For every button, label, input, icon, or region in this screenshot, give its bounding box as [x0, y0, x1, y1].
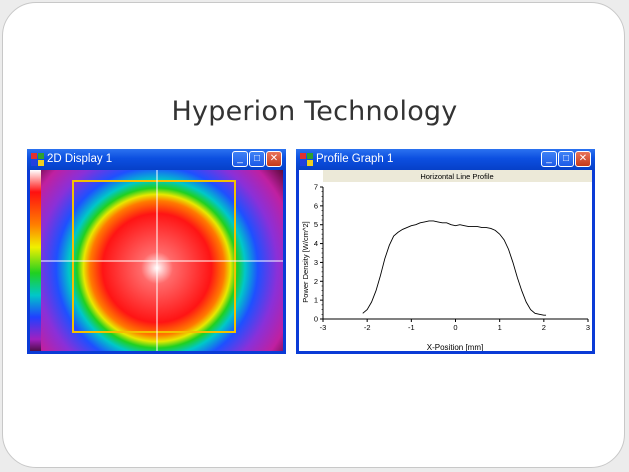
beam-image-area[interactable]	[30, 170, 283, 351]
beam-intensity-image	[30, 170, 283, 351]
maximize-button[interactable]: □	[558, 151, 574, 167]
profile-window-title: Profile Graph 1	[316, 153, 394, 165]
profile-series-line	[362, 220, 547, 316]
x-tick-label: 3	[586, 323, 590, 332]
y-tick-label: 7	[314, 183, 318, 192]
display-window-title: 2D Display 1	[47, 153, 113, 165]
minimize-button[interactable]: _	[232, 151, 248, 167]
profile-window-titlebar[interactable]: Profile Graph 1 _ □ ✕	[296, 149, 595, 170]
maximize-button[interactable]: □	[249, 151, 265, 167]
profile-window[interactable]: Profile Graph 1 _ □ ✕ Horizontal Line Pr…	[296, 149, 595, 354]
close-button[interactable]: ✕	[575, 151, 591, 167]
minimize-button[interactable]: _	[541, 151, 557, 167]
y-tick-label: 0	[314, 315, 318, 324]
x-tick-label: -1	[408, 323, 415, 332]
x-tick-label: 0	[453, 323, 457, 332]
x-tick-label: -2	[364, 323, 371, 332]
y-axis-label: Power Density [W/cm^2]	[301, 221, 310, 302]
x-tick-label: 2	[542, 323, 546, 332]
x-axis-label: X-Position [mm]	[427, 343, 483, 351]
y-tick-label: 6	[314, 201, 318, 210]
slide-title: Hyperion Technology	[171, 96, 458, 127]
y-tick-label: 5	[314, 220, 318, 229]
chart-title-bar	[323, 170, 592, 182]
profile-chart-area[interactable]: Horizontal Line Profile 0 1 2 3 4 5 6 7 -3 -2 -1 0 1…	[299, 170, 592, 351]
x-tick-label: 1	[498, 323, 502, 332]
display-window-titlebar[interactable]: 2D Display 1 _ □ ✕	[27, 149, 286, 170]
y-tick-label: 2	[314, 277, 318, 286]
y-tick-label: 3	[314, 258, 318, 267]
close-button[interactable]: ✕	[266, 151, 282, 167]
y-tick-label: 4	[314, 239, 318, 248]
display-window[interactable]: 2D Display 1 _ □ ✕	[27, 149, 286, 354]
roi-box[interactable]	[72, 180, 236, 333]
color-scale-bar	[30, 170, 41, 351]
chart-title: Horizontal Line Profile	[420, 172, 493, 181]
x-tick-label: -3	[320, 323, 327, 332]
app-icon	[300, 153, 313, 166]
profile-chart: Horizontal Line Profile 0 1 2 3 4 5 6 7 -3 -2 -1 0 1…	[299, 170, 592, 351]
app-icon	[31, 153, 44, 166]
y-tick-label: 1	[314, 296, 318, 305]
